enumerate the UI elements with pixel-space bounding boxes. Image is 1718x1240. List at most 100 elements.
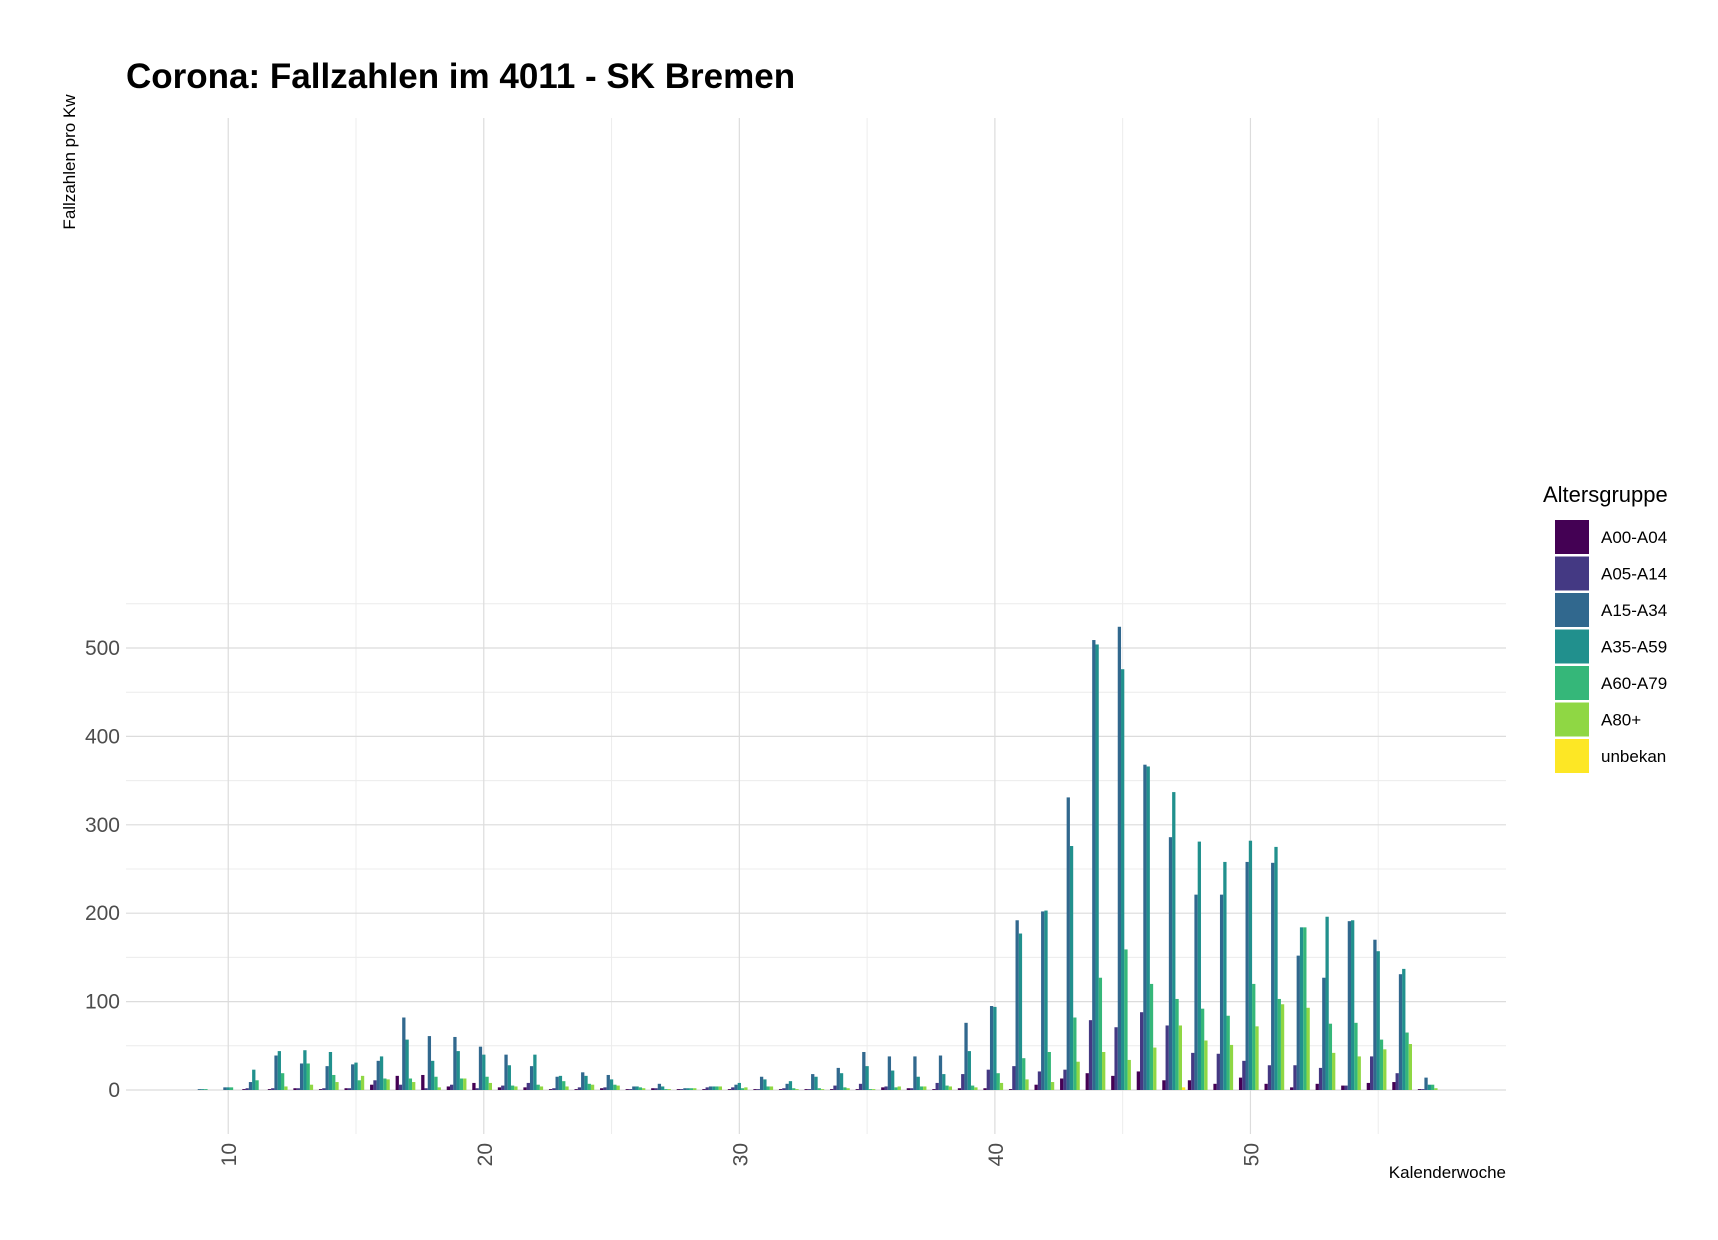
bar — [1242, 1060, 1246, 1090]
bar — [759, 1076, 764, 1090]
bar — [574, 1089, 578, 1090]
bar — [1322, 977, 1326, 1090]
x-tick-label: 50 — [1240, 1143, 1263, 1166]
bar — [1197, 841, 1201, 1090]
bar — [817, 1088, 821, 1090]
bar — [344, 1088, 348, 1090]
bar — [514, 1086, 518, 1090]
y-tick-label: 500 — [85, 637, 120, 660]
bar — [1191, 1052, 1195, 1090]
bar — [932, 1089, 936, 1090]
bar — [1318, 1067, 1323, 1090]
bar — [635, 1086, 639, 1090]
bar — [983, 1088, 987, 1090]
bar — [1383, 1049, 1387, 1090]
bar — [1245, 861, 1249, 1090]
bar — [584, 1075, 588, 1090]
bar — [836, 1067, 840, 1090]
bar — [318, 1089, 323, 1090]
bar — [661, 1086, 665, 1090]
bar — [948, 1086, 952, 1090]
bar — [1041, 911, 1045, 1090]
bar — [1271, 862, 1275, 1090]
bar — [957, 1088, 962, 1090]
bar — [807, 1089, 812, 1090]
bar — [1252, 983, 1256, 1090]
bar — [1290, 1087, 1294, 1090]
bar — [434, 1076, 438, 1090]
bar — [708, 1086, 713, 1090]
bar — [587, 1083, 591, 1090]
bar — [1187, 1080, 1192, 1090]
bar — [255, 1080, 259, 1090]
bar — [986, 1069, 990, 1090]
bar — [562, 1081, 566, 1090]
bar — [555, 1076, 559, 1090]
bar — [1264, 1083, 1268, 1090]
legend: Altersgruppe A00-A04 A05-A14 A15-A34 A35-A5… — [1543, 482, 1668, 773]
bar — [766, 1086, 770, 1090]
bar — [446, 1086, 451, 1090]
bar — [628, 1089, 633, 1090]
bar — [507, 1065, 511, 1090]
bar — [453, 1036, 457, 1090]
bar — [715, 1086, 719, 1090]
bar — [1165, 1025, 1169, 1090]
bar — [744, 1087, 748, 1090]
bar — [229, 1087, 234, 1090]
bar — [335, 1082, 339, 1090]
bar — [405, 1039, 409, 1090]
x-axis-label: Kalenderwoche — [1389, 1163, 1506, 1182]
bar — [1424, 1077, 1428, 1090]
bar — [284, 1086, 288, 1090]
bar — [1366, 1082, 1371, 1090]
bar — [248, 1082, 253, 1090]
bar — [778, 1089, 783, 1090]
bar — [938, 1055, 943, 1090]
bar — [756, 1089, 760, 1090]
bar — [833, 1085, 837, 1090]
bar — [731, 1087, 735, 1090]
bar — [398, 1084, 403, 1090]
bar — [887, 1056, 892, 1090]
bar — [657, 1083, 662, 1090]
bar — [1194, 894, 1198, 1090]
bar — [402, 1017, 406, 1090]
bar — [600, 1088, 604, 1090]
bar — [718, 1086, 722, 1090]
legend-title: Altersgruppe — [1543, 482, 1668, 507]
bar — [1213, 1083, 1217, 1090]
bar — [967, 1051, 971, 1090]
bar — [536, 1084, 540, 1090]
bar — [846, 1088, 850, 1090]
bar — [1088, 1020, 1093, 1090]
bar — [354, 1062, 358, 1090]
bar — [839, 1073, 844, 1090]
bar — [267, 1089, 272, 1090]
bar — [680, 1089, 684, 1090]
bar — [581, 1072, 585, 1090]
bar — [1111, 1075, 1115, 1090]
bar — [1370, 1056, 1374, 1090]
bar — [1076, 1061, 1080, 1090]
legend-label: A80+ — [1601, 711, 1641, 730]
bar — [1223, 861, 1227, 1090]
bar — [1280, 1004, 1285, 1090]
bar — [727, 1089, 732, 1090]
bar — [1402, 968, 1406, 1090]
bar — [427, 1036, 432, 1090]
bar — [1095, 644, 1099, 1090]
bar — [1069, 846, 1074, 1090]
bar — [309, 1084, 314, 1090]
bar — [565, 1086, 569, 1090]
bar — [1347, 921, 1352, 1090]
bar — [1117, 626, 1122, 1090]
bar — [1204, 1040, 1208, 1090]
bar — [1332, 1052, 1336, 1090]
y-tick-label: 200 — [85, 902, 120, 925]
bar — [1140, 1012, 1144, 1090]
bar — [472, 1082, 476, 1090]
bar — [820, 1089, 825, 1090]
bar — [1066, 797, 1070, 1090]
legend-label: unbekan — [1601, 747, 1666, 766]
